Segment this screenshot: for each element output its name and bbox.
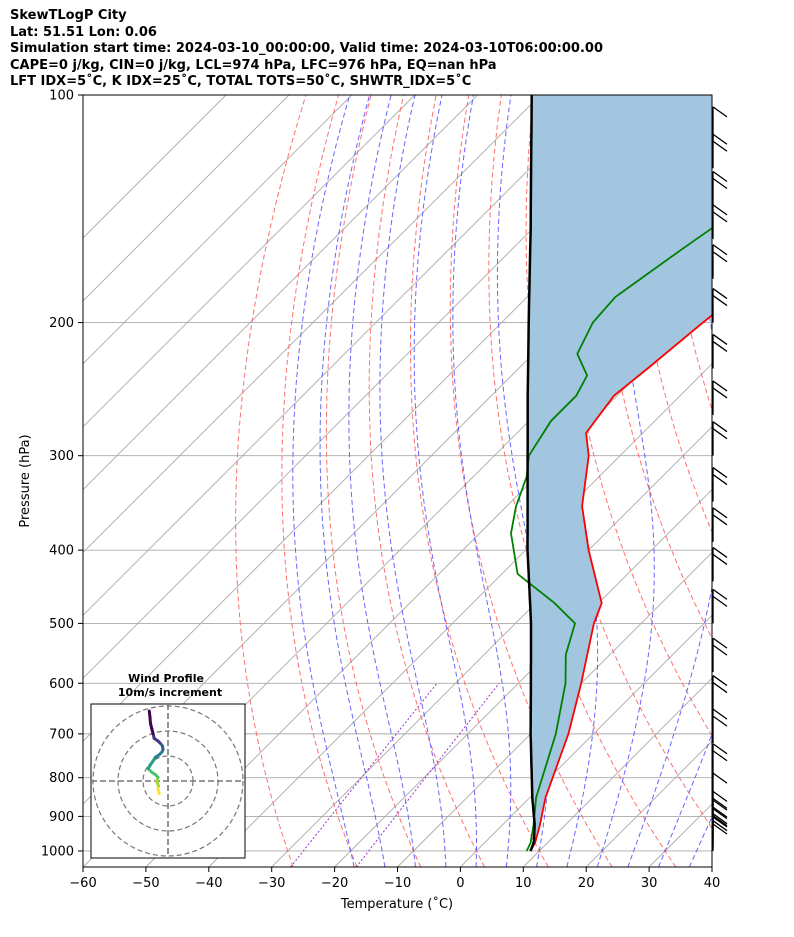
y-tick-label: 400 [49,544,74,559]
y-tick-label: 200 [49,316,74,331]
moist-adiabat [783,95,794,867]
dry-adiabat [663,95,712,412]
x-tick-label: −30 [258,876,285,891]
x-tick-label: −50 [132,876,159,891]
wind-barb [712,106,728,141]
dewpoint-line [510,227,712,852]
isotherm-line [271,426,712,867]
isotherm-line [208,363,712,867]
dry-adiabat [281,95,358,867]
x-tick-label: 0 [456,876,464,891]
dry-adiabat [449,95,613,867]
hodograph-segment [147,709,152,719]
temperature-line [529,314,712,852]
wind-barb [712,588,728,624]
wind-barb [712,708,728,744]
x-tick-label: 20 [578,876,595,891]
wind-barb [712,170,728,206]
header-times: Simulation start time: 2024-03-10_00:00:… [10,41,603,56]
chart-header: SkewTLogP City Lat: 51.51 Lon: 0.06 Simu… [10,8,603,91]
x-tick-label: −40 [195,876,222,891]
moist-adiabat [658,733,712,867]
moist-adiabat [413,95,477,867]
dry-adiabat [410,95,549,867]
x-tick-label: −60 [69,876,96,891]
wind-barb [712,772,728,808]
x-axis-label: Temperature (˚C) [340,896,453,912]
wind-barb [712,133,728,169]
inset-title: Wind Profile [128,672,204,685]
y-tick-label: 700 [49,727,74,742]
isotherm-line [83,95,227,239]
wind-barb [712,546,728,582]
wind-barb [712,288,728,323]
instability-shade [527,95,712,851]
x-tick-label: −20 [321,876,348,891]
wind-barb [712,743,728,778]
dry-adiabat [235,95,307,867]
moist-adiabat [452,95,512,867]
x-tick-label: 40 [704,876,721,891]
y-tick-label: 100 [49,89,74,104]
wind-barb [712,380,728,415]
wind-barb [712,333,728,369]
moist-adiabat [752,95,794,867]
dry-adiabat [762,95,794,867]
inset-subtitle: 10m/s increment [118,686,222,699]
y-axis-label: Pressure (hPa) [18,434,33,527]
y-tick-label: 800 [49,771,74,786]
y-tick-label: 500 [49,617,74,632]
dry-adiabat [368,95,485,867]
wind-barb [712,421,728,456]
isotherm-line [83,95,604,617]
mixing-ratio-line [290,682,438,867]
moist-adiabat [348,95,416,867]
moist-adiabat [319,95,386,867]
isotherm-line [83,95,416,428]
moist-adiabat [379,95,447,867]
x-tick-label: 30 [641,876,658,891]
header-cape-line: CAPE=0 j/kg, CIN=0 j/kg, LCL=974 hPa, LF… [10,57,497,73]
moist-adiabat [596,95,655,867]
isotherm-line [334,488,712,867]
moist-adiabat [720,95,794,867]
wind-barb [712,204,728,239]
wind-barb [712,637,728,673]
header-indices-line: LFT IDX=5˚C, K IDX=25˚C, TOTAL TOTS=50˚C… [10,74,472,89]
y-tick-label: 1000 [41,844,74,859]
isotherm-line [83,95,541,554]
header-location: Lat: 51.51 Lon: 0.06 [10,24,157,40]
wind-barb [712,675,728,710]
isotherm-line [460,614,712,867]
wind-barb [712,244,728,279]
header-title: SkewTLogP City [10,8,127,23]
dry-adiabat [596,95,712,640]
dry-adiabat [325,95,422,867]
mixing-ratio-line [355,682,500,867]
isotherm-line [775,95,794,867]
isotherm-line [83,95,353,365]
isotherm-line [83,95,478,491]
x-tick-label: 10 [515,876,532,891]
x-tick-label: −10 [384,876,411,891]
y-tick-label: 300 [49,449,74,464]
parcel-profile-line [526,95,536,852]
wind-barb [712,507,728,542]
moist-adiabat [292,95,355,867]
y-tick-label: 600 [49,677,74,692]
moist-adiabat [627,95,712,867]
dry-adiabat [729,95,794,867]
y-tick-label: 900 [49,810,74,825]
wind-barb [712,467,728,502]
isotherm-line [83,95,290,302]
moist-adiabat [496,95,551,867]
wind-profile-inset: Wind Profile 10m/s increment [90,672,246,859]
isotherm-line [397,551,712,867]
isotherm-line [522,677,712,867]
